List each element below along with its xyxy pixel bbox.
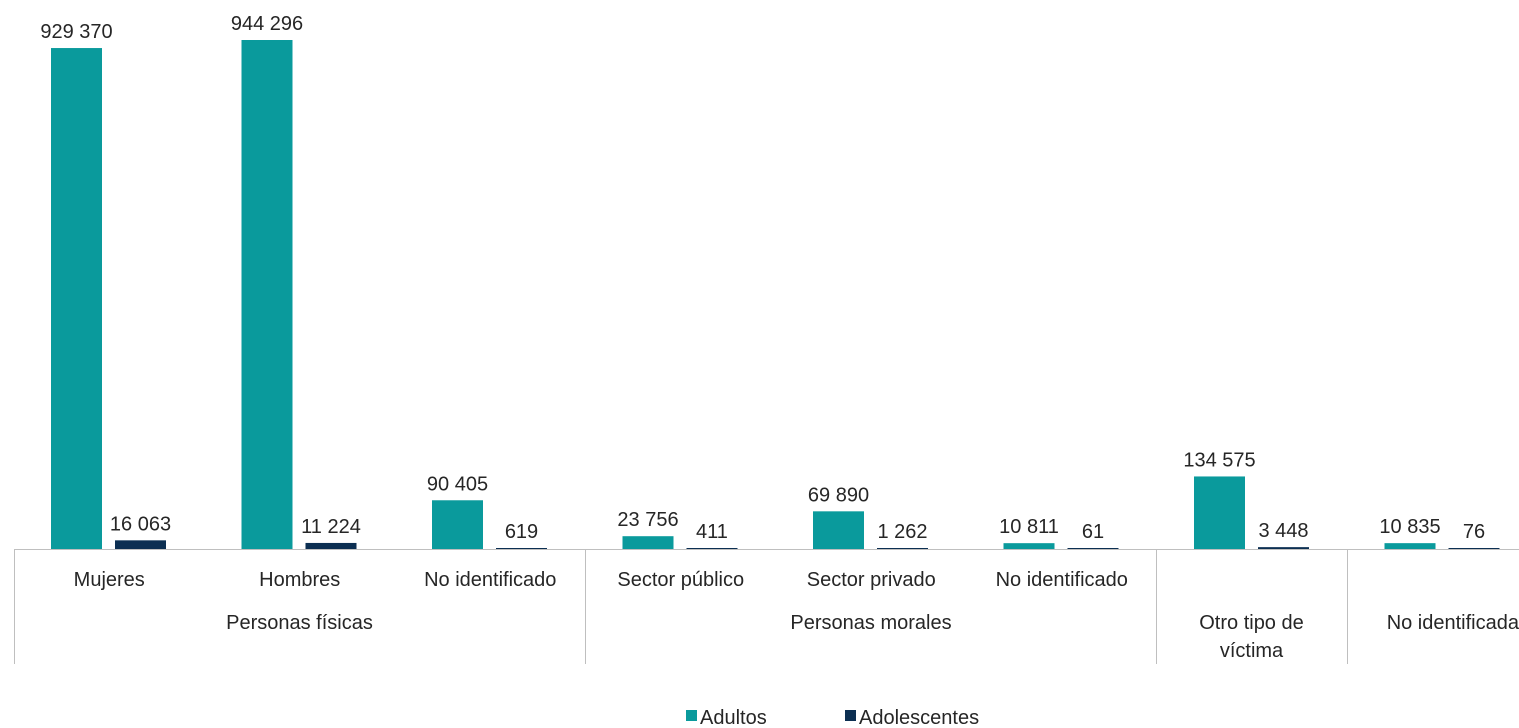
bar-adultos-7 xyxy=(1384,543,1436,549)
group-label-personas-fisicas: Personas físicas xyxy=(226,612,373,634)
category-label-0: Mujeres xyxy=(74,569,145,591)
data-label-adolescentes-5: 61 xyxy=(1082,521,1104,543)
category-label-4: Sector privado xyxy=(807,569,936,591)
data-label-adolescentes-0: 16 063 xyxy=(110,513,171,535)
group-label-no-identificada: No identificada xyxy=(1387,612,1519,634)
legend-label-adolescentes: Adolescentes xyxy=(859,707,979,728)
category-label-5: No identificado xyxy=(996,569,1128,591)
data-label-adolescentes-1: 11 224 xyxy=(301,516,361,538)
bar-adolescentes-7 xyxy=(1448,548,1500,549)
bar-adolescentes-1 xyxy=(305,542,357,549)
bar-adultos-6 xyxy=(1194,476,1245,549)
data-label-adolescentes-7: 76 xyxy=(1463,521,1485,543)
data-label-adultos-5: 10 811 xyxy=(999,516,1059,538)
bar-adolescentes-3 xyxy=(686,548,738,549)
bar-adultos-4 xyxy=(813,511,864,549)
bar-adolescentes-5 xyxy=(1067,548,1119,549)
data-label-adolescentes-6: 3 448 xyxy=(1258,520,1308,542)
bar-adolescentes-2 xyxy=(496,548,547,549)
bar-adultos-5 xyxy=(1003,543,1055,549)
legend-label-adultos: Adultos xyxy=(700,707,767,728)
bar-adultos-0 xyxy=(51,48,102,549)
data-labels-layer: 929 370 944 296 90 405 23 756 69 890 10 811 13… xyxy=(40,13,1485,543)
legend-swatch-adultos xyxy=(686,710,697,721)
group-label-otro-tipo: Otro tipo de víctima xyxy=(1199,612,1304,662)
data-label-adolescentes-2: 619 xyxy=(505,521,538,543)
data-label-adultos-7: 10 835 xyxy=(1379,516,1440,538)
data-label-adultos-6: 134 575 xyxy=(1183,449,1255,471)
bar-adultos-1 xyxy=(241,40,293,549)
data-label-adolescentes-3: 411 xyxy=(696,521,728,543)
data-label-adultos-2: 90 405 xyxy=(427,473,488,495)
category-label-2: No identificado xyxy=(424,569,556,591)
bar-adolescentes-0 xyxy=(115,540,166,549)
bar-adolescentes-6 xyxy=(1258,547,1309,549)
category-label-3: Sector público xyxy=(617,569,744,591)
data-label-adultos-1: 944 296 xyxy=(231,13,303,35)
category-axis: Mujeres Hombres No identificado Sector públ… xyxy=(14,549,1519,664)
data-label-adultos-4: 69 890 xyxy=(808,484,869,506)
data-label-adultos-0: 929 370 xyxy=(40,21,112,43)
data-label-adultos-3: 23 756 xyxy=(617,509,678,531)
group-label-personas-morales: Personas morales xyxy=(790,612,951,634)
data-label-adolescentes-4: 1 262 xyxy=(877,521,927,543)
legend-swatch-adolescentes xyxy=(845,710,856,721)
bar-adultos-3 xyxy=(622,536,674,549)
legend: Adultos Adolescentes xyxy=(686,707,979,728)
category-label-1: Hombres xyxy=(259,569,340,591)
bars-layer xyxy=(51,40,1500,549)
bar-adolescentes-4 xyxy=(877,548,928,549)
bar-adultos-2 xyxy=(432,500,483,549)
